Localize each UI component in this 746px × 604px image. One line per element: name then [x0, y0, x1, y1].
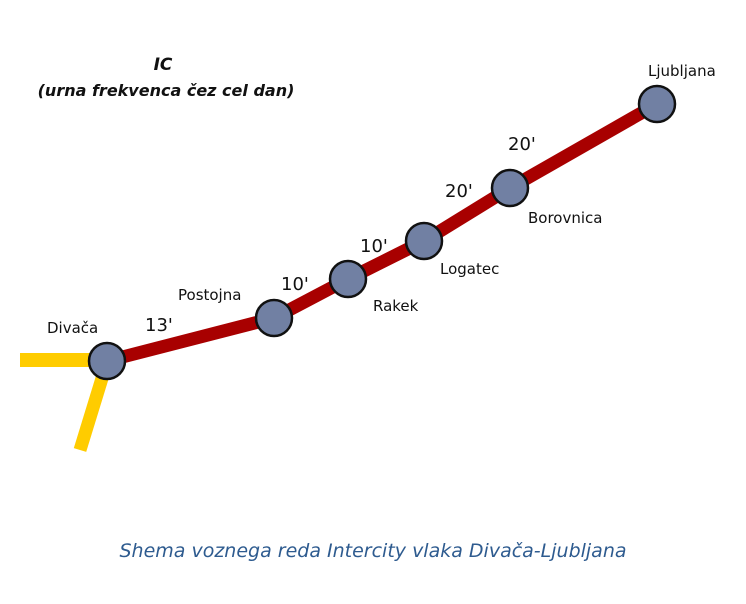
- travel-time-label: 13': [145, 315, 173, 336]
- figure-caption: Shema voznega reda Intercity vlaka Divač…: [119, 540, 627, 562]
- station-marker: [404, 221, 444, 261]
- station-marker: [87, 341, 127, 381]
- travel-time-label: 10': [360, 236, 388, 257]
- travel-time-label: 10': [281, 274, 309, 295]
- diagram-subtitle: (urna frekvenca čez cel dan): [38, 81, 295, 100]
- travel-time-label: 20': [508, 134, 536, 155]
- station-label: Divača: [47, 319, 98, 337]
- travel-time-label: 20': [445, 181, 473, 202]
- station-label: Rakek: [373, 297, 419, 315]
- station-marker: [328, 259, 368, 299]
- diagram-title: IC: [154, 55, 173, 75]
- route-segment: [506, 98, 661, 194]
- station-label: Logatec: [440, 260, 499, 278]
- station-marker: [490, 168, 530, 208]
- station-label: Borovnica: [528, 209, 602, 227]
- station-marker: [637, 84, 677, 124]
- route-segment: [105, 311, 276, 368]
- station-marker: [254, 298, 294, 338]
- station-label: Postojna: [178, 286, 241, 304]
- station-label: Ljubljana: [648, 62, 716, 80]
